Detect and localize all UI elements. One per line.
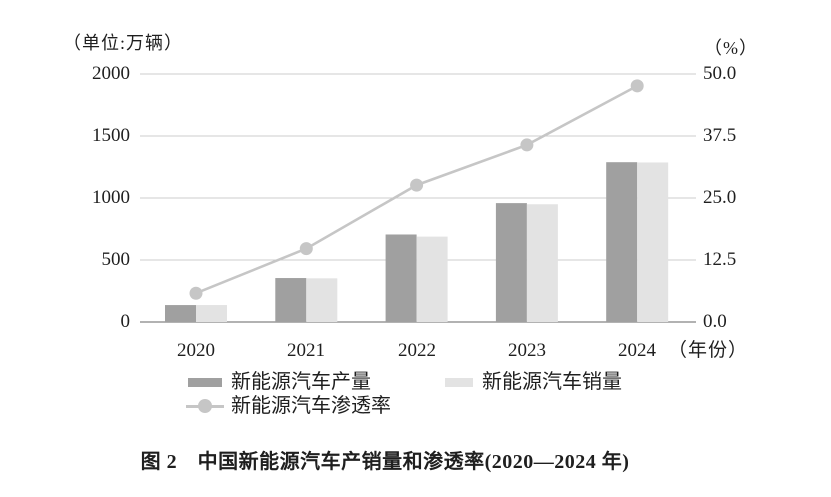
- left-axis-tick-1000: 1000: [92, 187, 130, 208]
- left-axis-tick-500: 500: [101, 249, 131, 270]
- left-axis-tick-1500: 1500: [92, 125, 130, 146]
- sales-bar-swatch: [445, 377, 473, 387]
- bar-production-2024: [606, 162, 638, 322]
- legend-item-sales: 新能源汽车销量: [445, 371, 622, 393]
- penetration-line-swatch: [186, 399, 224, 413]
- production-bar-swatch: [188, 377, 222, 387]
- legend-label-production: 新能源汽车产量: [231, 371, 371, 393]
- penetration-point-2024: [630, 79, 644, 93]
- bar-sales-2021: [306, 278, 338, 322]
- penetration-point-2022: [410, 178, 424, 192]
- legend-item-penetration: 新能源汽车渗透率: [186, 395, 391, 417]
- x-axis-label-2021: 2021: [287, 340, 325, 361]
- x-axis-label-2022: 2022: [398, 340, 436, 361]
- x-axis-unit-label: （年份）: [668, 340, 749, 361]
- legend-item-production: 新能源汽车产量: [188, 371, 371, 393]
- bar-sales-2020: [196, 305, 227, 322]
- bar-production-2022: [385, 234, 417, 322]
- figure-caption: 图 2 中国新能源汽车产销量和渗透率(2020—2024 年): [140, 451, 630, 473]
- x-axis-label-2023: 2023: [508, 340, 546, 361]
- left-axis-tick-0: 0: [120, 311, 131, 332]
- right-axis-tick-25: 25.0: [703, 187, 737, 208]
- penetration-dot-icon: [198, 399, 212, 413]
- x-axis-label-2020: 2020: [177, 340, 215, 361]
- left-axis-tick-2000: 2000: [92, 63, 130, 84]
- bar-sales-2023: [526, 204, 558, 322]
- bar-production-2021: [275, 278, 307, 322]
- bar-sales-2024: [637, 162, 669, 322]
- bar-production-2023: [495, 203, 527, 322]
- penetration-point-2023: [520, 138, 534, 152]
- left-axis-unit-label: （单位:万辆）: [63, 33, 184, 53]
- right-axis-tick-37-5: 37.5: [703, 125, 737, 146]
- right-axis-tick-12-5: 12.5: [703, 249, 737, 270]
- right-axis-tick-50: 50.0: [703, 63, 737, 84]
- right-axis-unit-label: （%）: [704, 38, 758, 58]
- penetration-point-2021: [299, 242, 313, 256]
- bar-production-2020: [165, 305, 196, 322]
- penetration-point-2020: [189, 286, 203, 300]
- bar-sales-2022: [416, 236, 448, 322]
- legend-label-sales: 新能源汽车销量: [482, 371, 622, 393]
- right-axis-tick-0: 0.0: [703, 311, 727, 332]
- legend-label-penetration: 新能源汽车渗透率: [231, 395, 391, 417]
- x-axis-label-2024: 2024: [618, 340, 656, 361]
